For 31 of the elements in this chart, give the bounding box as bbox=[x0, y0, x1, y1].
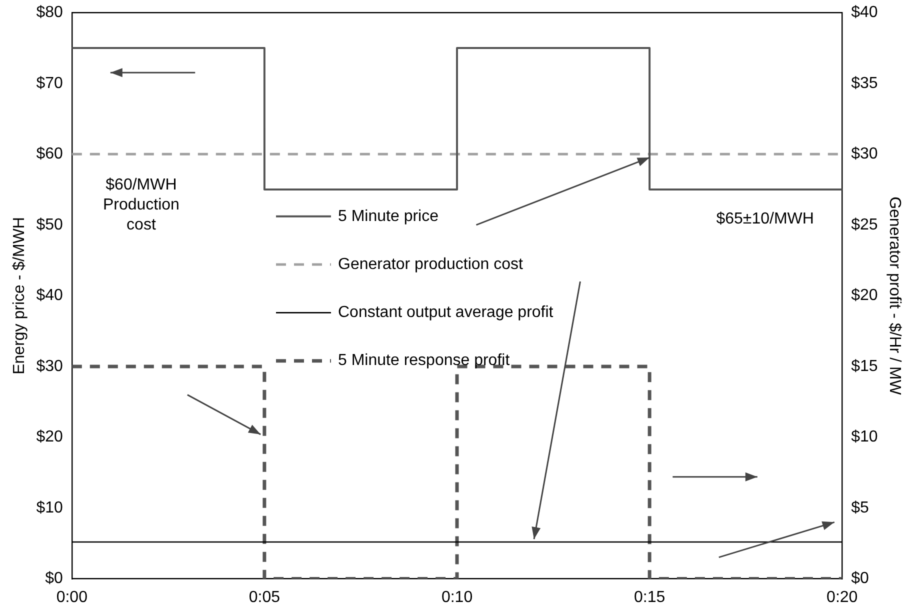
y-tick-label: $60 bbox=[36, 146, 63, 163]
annotation: $60/MWH Production cost bbox=[102, 176, 180, 234]
y2-tick-label: $40 bbox=[851, 4, 878, 22]
y-tick-label: $50 bbox=[36, 216, 63, 234]
y-tick-label: $70 bbox=[36, 74, 63, 92]
legend-label: Generator production cost bbox=[338, 256, 524, 273]
y2-axis-title: Generator profit - $/Hr / MW bbox=[886, 196, 903, 396]
y2-tick-label: $35 bbox=[851, 74, 878, 92]
legend-label: Constant output average profit bbox=[338, 304, 554, 322]
y2-tick-label: $10 bbox=[851, 428, 878, 446]
y-tick-label: $20 bbox=[36, 428, 63, 446]
y-axis-title: Energy price - $/MWH bbox=[11, 217, 28, 374]
y2-tick-label: $15 bbox=[851, 358, 878, 375]
annotation: $65±10/MWH bbox=[716, 210, 814, 228]
y2-tick-label: $20 bbox=[851, 287, 878, 304]
y2-tick-label: $5 bbox=[851, 499, 870, 516]
x-tick-label: 0:00 bbox=[56, 588, 88, 606]
x-tick-label: 0:05 bbox=[248, 588, 280, 606]
y-tick-label: $40 bbox=[36, 287, 63, 304]
y-tick-label: $10 bbox=[36, 499, 63, 516]
x-tick-label: 0:15 bbox=[634, 588, 666, 606]
x-tick-label: 0:20 bbox=[826, 588, 858, 606]
y2-tick-label: $0 bbox=[851, 570, 870, 588]
y-tick-label: $0 bbox=[45, 570, 63, 588]
y2-tick-label: $30 bbox=[851, 146, 878, 163]
legend-label: 5 Minute response profit bbox=[338, 352, 510, 370]
x-tick-label: 0:10 bbox=[441, 588, 473, 606]
y-tick-label: $80 bbox=[36, 4, 63, 22]
legend-label: 5 Minute price bbox=[338, 208, 439, 225]
y2-tick-label: $25 bbox=[851, 216, 878, 234]
y-tick-label: $30 bbox=[36, 358, 63, 375]
